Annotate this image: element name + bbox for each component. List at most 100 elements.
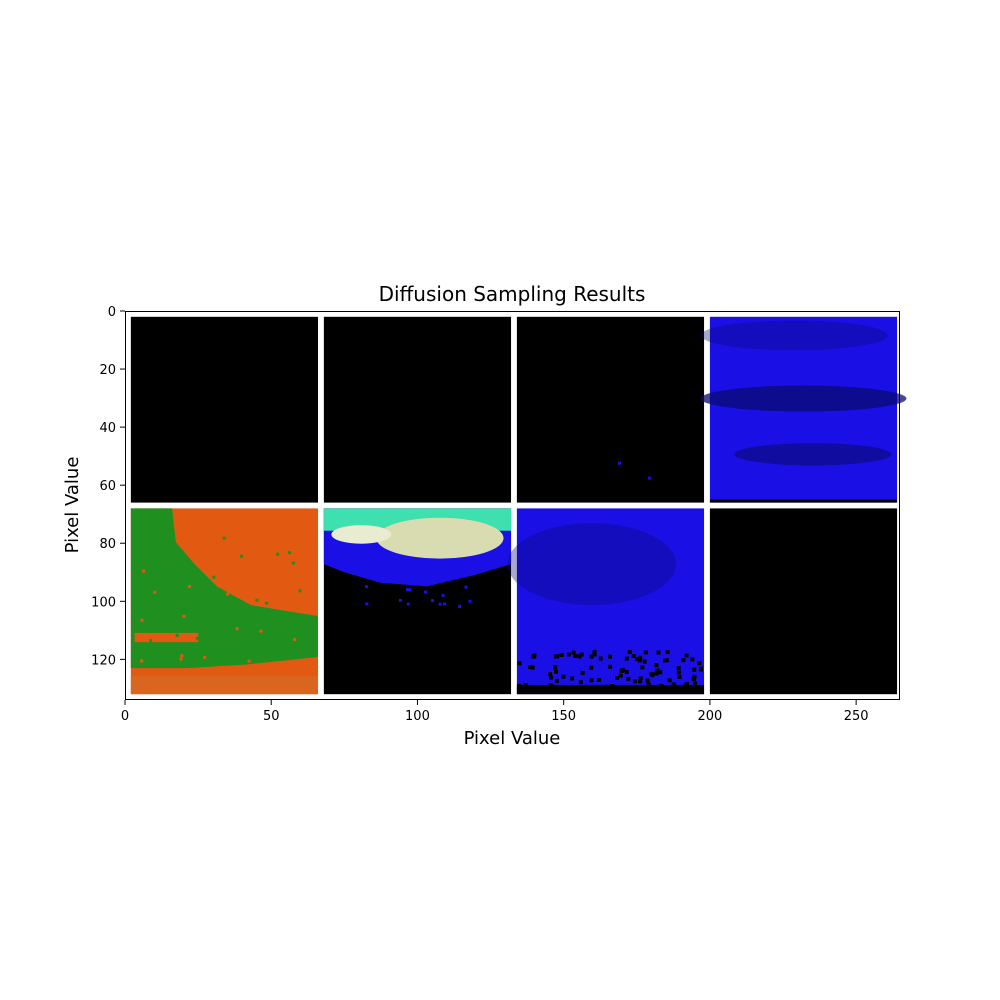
black-speckle	[650, 673, 655, 678]
noise-pixel	[424, 590, 428, 594]
noise-pixel	[246, 555, 250, 559]
noise-pixel	[182, 614, 186, 618]
black-speckle	[671, 682, 676, 687]
black-speckle	[691, 676, 696, 681]
black-speckle	[592, 652, 597, 657]
noise-pixel	[153, 590, 157, 594]
noise-pixel	[196, 556, 200, 560]
black-speckle	[548, 671, 553, 676]
noise-pixel	[293, 543, 297, 547]
black-speckle	[654, 663, 659, 668]
noise-pixel	[291, 561, 295, 565]
cloud-shape	[331, 525, 392, 544]
dark-band	[700, 320, 888, 351]
x-tick-label: 0	[121, 709, 129, 724]
black-speckle	[643, 650, 648, 655]
black-speckle	[517, 683, 522, 688]
noise-pixel	[180, 654, 184, 658]
black-speckle	[566, 652, 571, 657]
black-speckle	[615, 676, 620, 681]
noise-pixel	[365, 602, 369, 606]
black-speckle	[676, 670, 681, 675]
black-speckle	[638, 655, 643, 660]
black-speckle	[605, 684, 610, 689]
y-axis: 0 20 40 60 80 100 120	[91, 305, 125, 668]
noise-pixel	[212, 575, 216, 579]
noise-pixel	[458, 604, 462, 608]
tile-fill	[130, 316, 319, 503]
black-speckle	[592, 649, 597, 654]
noise-pixel	[406, 587, 410, 591]
y-tick-label: 120	[91, 653, 116, 668]
black-speckle	[638, 676, 643, 681]
black-speckle	[554, 678, 559, 683]
noise-pixel	[187, 585, 191, 589]
black-speckle	[577, 654, 582, 659]
noise-pixel	[438, 602, 442, 606]
black-speckle	[633, 679, 638, 684]
black-speckle	[555, 654, 560, 659]
black-speckle	[548, 675, 553, 680]
noise-pixel	[265, 601, 269, 605]
black-speckle	[645, 678, 650, 683]
dark-shade	[507, 523, 676, 606]
noise-pixel	[141, 569, 145, 573]
plot-area	[125, 311, 907, 700]
y-tick-label: 40	[99, 421, 116, 436]
image-tile-6	[323, 508, 512, 695]
noise-pixel	[195, 588, 199, 592]
black-speckle	[579, 652, 584, 657]
black-speckle	[570, 676, 575, 681]
dark-band	[734, 443, 892, 466]
black-speckle	[631, 653, 636, 658]
black-speckle	[693, 681, 698, 686]
noise-pixel	[237, 658, 241, 662]
orange-stripe	[134, 632, 199, 643]
noise-pixel	[431, 599, 435, 603]
tile-fill	[516, 316, 705, 503]
bottom-edge	[516, 684, 705, 695]
tile-fill	[709, 508, 898, 695]
black-speckle	[532, 653, 537, 658]
noise-pixel	[406, 602, 410, 606]
black-speckle	[676, 666, 681, 671]
noise-pixel	[235, 627, 239, 631]
black-speckle	[571, 650, 576, 655]
black-speckle	[554, 669, 559, 674]
image-tile-1	[130, 316, 319, 503]
noise-pixel	[443, 602, 447, 606]
black-speckle	[692, 667, 697, 672]
noise-pixel	[408, 588, 412, 592]
noise-pixel	[226, 558, 230, 562]
black-speckle	[618, 673, 623, 678]
noise-pixel	[140, 659, 144, 663]
noise-pixel	[288, 551, 292, 555]
noise-pixel	[149, 639, 153, 643]
black-speckle	[626, 676, 631, 681]
black-speckle	[548, 682, 553, 687]
y-tick-label: 80	[99, 537, 116, 552]
green-region	[130, 508, 319, 669]
black-speckle	[658, 670, 663, 675]
noise-pixel	[398, 598, 402, 602]
black-speckle	[654, 671, 659, 676]
black-speckle	[582, 685, 587, 690]
black-speckle	[530, 665, 535, 670]
noise-pixel	[198, 625, 202, 629]
black-speckle	[624, 669, 629, 674]
image-tile-5	[130, 508, 319, 695]
black-speckle	[523, 682, 528, 687]
noise-pixel	[196, 607, 200, 611]
noise-pixel	[225, 592, 229, 596]
black-speckle	[635, 657, 640, 662]
noise-pixel	[234, 633, 238, 637]
black-speckle	[698, 667, 703, 672]
black-speckle	[681, 658, 686, 663]
image-tile-3	[516, 316, 705, 503]
black-speckle	[597, 686, 602, 691]
noise-pixel	[231, 627, 235, 631]
black-speckle	[553, 665, 558, 670]
noise-pixel	[175, 633, 179, 637]
image-tile-8	[709, 508, 898, 695]
noise-pixel	[247, 659, 251, 663]
